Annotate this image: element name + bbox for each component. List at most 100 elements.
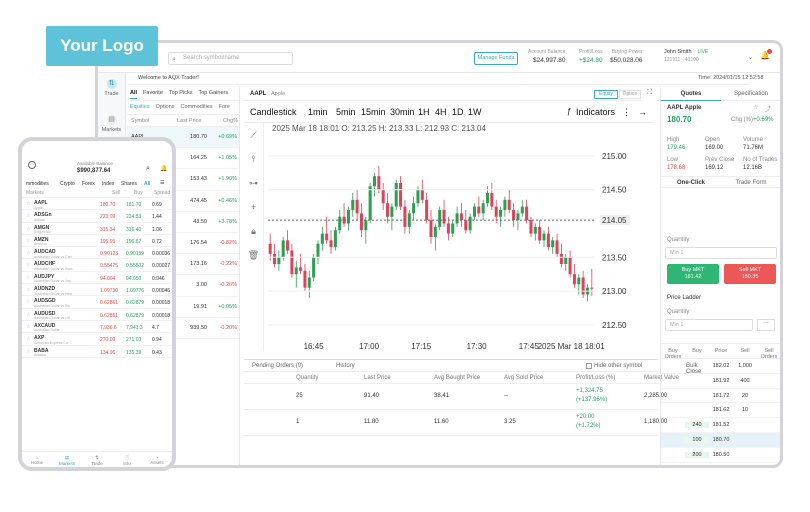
tab-top-picks[interactable]: Top Picks xyxy=(168,90,193,96)
more-options-icon[interactable]: ··· xyxy=(757,319,775,331)
nav-trade[interactable]: ⇅ Trade xyxy=(104,79,119,97)
candle-body[interactable] xyxy=(525,206,529,221)
candle-body[interactable] xyxy=(286,240,290,251)
star-icon[interactable]: ☆ xyxy=(26,336,31,343)
candle-body[interactable] xyxy=(503,199,507,210)
nav-home[interactable]: ⌂ Home xyxy=(30,455,43,465)
star-icon[interactable]: ☆ xyxy=(753,105,759,111)
candle-body[interactable] xyxy=(581,277,585,295)
search-icon[interactable]: ⌕ xyxy=(146,165,150,172)
interval-1w[interactable]: 1W xyxy=(468,107,482,117)
candle-body[interactable] xyxy=(520,206,524,214)
candle-body[interactable] xyxy=(359,213,363,231)
tab-all[interactable]: All xyxy=(144,181,151,187)
vertical-line-icon[interactable]: ⫯ xyxy=(251,154,256,164)
tab-one-click[interactable]: One-Click xyxy=(676,180,705,186)
nav-info[interactable]: ⓘ Info xyxy=(123,455,131,466)
tab-forex[interactable]: Forex xyxy=(82,181,95,187)
candle-body[interactable] xyxy=(268,243,272,254)
candlestick-chart[interactable]: 2025 Mar 18 18:01 O: 213.25 H: 213.33 L:… xyxy=(264,123,654,355)
mobile-market-row[interactable]: ☆ ADSGn Adidas 223.09 224.53 1.44 xyxy=(22,210,172,223)
mobile-market-row[interactable]: ☆ AXP American Express Co 270.09 271.03 0.94 xyxy=(22,333,172,346)
equity-toggle[interactable]: Equity xyxy=(594,90,618,99)
tab-trade-form[interactable]: Trade Form xyxy=(735,180,767,186)
candle-body[interactable] xyxy=(333,230,337,248)
mobile-market-row[interactable]: ☆ AUDUSD Australian Dollar vs US 0.62861 0.6… xyxy=(22,309,172,321)
tab-quotes[interactable]: Quotes xyxy=(661,91,721,101)
ladder-quantity-input[interactable]: Min 1 xyxy=(665,319,753,331)
candle-body[interactable] xyxy=(551,240,555,248)
interval-1min[interactable]: 1min xyxy=(308,107,328,117)
mobile-market-row[interactable]: ☆ AMGN Amgen Inc 315.34 316.40 1.06 xyxy=(22,223,172,235)
ladder-row[interactable]: 240 181.52 xyxy=(661,418,780,433)
star-icon[interactable]: ☆ xyxy=(26,287,31,294)
tab-forex[interactable]: Fore xyxy=(218,104,230,110)
candle-body[interactable] xyxy=(568,257,572,275)
interval-1d[interactable]: 1D xyxy=(452,107,464,117)
candle-body[interactable] xyxy=(381,189,385,204)
tab-specification[interactable]: Specification xyxy=(733,91,769,97)
star-icon[interactable]: ☆ xyxy=(26,299,31,306)
buy-mkt-button[interactable]: Buy MKT 181.42 xyxy=(667,264,719,284)
candle-body[interactable] xyxy=(438,209,442,227)
share-icon[interactable]: ⤴ xyxy=(765,107,772,113)
candle-body[interactable] xyxy=(420,189,424,200)
mobile-market-row[interactable]: ☆ AMZN Amazon 195.95 196.67 0.72 xyxy=(22,235,172,248)
candle-body[interactable] xyxy=(390,206,394,217)
candle-body[interactable] xyxy=(299,267,303,271)
candle-body[interactable] xyxy=(477,206,481,214)
candle-body[interactable] xyxy=(494,206,498,217)
candle-body[interactable] xyxy=(538,226,542,241)
star-icon[interactable]: ☆ xyxy=(26,262,31,269)
candle-body[interactable] xyxy=(512,209,516,221)
candle-body[interactable] xyxy=(386,203,390,217)
candle-body[interactable] xyxy=(372,176,377,187)
option-toggle[interactable]: Option xyxy=(619,90,641,99)
nav-trade[interactable]: ⇅ Trade xyxy=(91,455,103,466)
tab-all[interactable]: All xyxy=(130,90,138,99)
watchlist-row[interactable]: 474.45 +0.46% xyxy=(127,191,239,212)
candle-body[interactable] xyxy=(394,182,398,207)
candle-body[interactable] xyxy=(433,226,437,237)
mobile-market-row[interactable]: ☆ AAPL Apple 180.70 181.70 0.69 xyxy=(22,198,172,211)
interval-5min[interactable]: 5min xyxy=(336,107,356,117)
ladder-row[interactable]: 181.62 10 xyxy=(661,403,780,419)
watchlist-row[interactable]: 43.50 +3.78% xyxy=(127,212,239,233)
tab-pending-orders[interactable]: Pending Orders (0) xyxy=(252,363,304,369)
watchlist-row[interactable]: 164.25 +1.05% xyxy=(127,148,239,170)
candle-body[interactable] xyxy=(351,199,355,210)
candle-body[interactable] xyxy=(555,240,559,254)
tab-crypto[interactable]: Crypto xyxy=(60,181,75,187)
more-icon[interactable]: ⋮ xyxy=(622,107,631,117)
star-icon[interactable]: ☆ xyxy=(26,213,31,220)
tab-equities[interactable]: Equities xyxy=(130,104,150,110)
candle-body[interactable] xyxy=(316,243,320,258)
candle-body[interactable] xyxy=(364,220,368,231)
nav-assets[interactable]: ◔ Assets xyxy=(150,455,164,465)
candle-body[interactable] xyxy=(416,189,420,204)
avatar[interactable] xyxy=(28,161,36,169)
candle-body[interactable] xyxy=(507,199,511,210)
tab-commodities[interactable]: mmodities xyxy=(26,181,49,187)
mobile-market-row[interactable]: ☆ AUDCHF Australian Dollar vs Swis 0.55475 0… xyxy=(22,259,172,272)
watchlist-row[interactable]: 19.91 +0.05% xyxy=(127,297,239,318)
star-icon[interactable]: ☆ xyxy=(26,250,31,257)
star-icon[interactable]: ☆ xyxy=(26,225,31,232)
bell-icon[interactable]: 🔔 xyxy=(160,166,168,172)
mobile-market-row[interactable]: ☆ AXCAUD Australian Dollar 7,936.6 7,941.3 4.… xyxy=(22,321,172,334)
mobile-market-row[interactable]: ☆ AUDNZD Australian Dollar vs New 1.09730 1.… xyxy=(22,284,172,297)
mobile-market-row[interactable]: ☆ BABA Alibaba 134.96 135.39 0.43 xyxy=(22,346,172,358)
star-icon[interactable]: ☆ xyxy=(26,311,31,318)
candle-body[interactable] xyxy=(425,199,429,221)
position-row[interactable]: 25 91.40 38.41 -- +1,324.75 (+137.96%) 2,285.0… xyxy=(244,384,667,410)
candle-body[interactable] xyxy=(490,193,494,207)
tab-index[interactable]: Index xyxy=(102,181,115,187)
star-icon[interactable]: ☆ xyxy=(26,201,31,207)
candle-body[interactable] xyxy=(459,213,463,221)
chevron-down-icon[interactable]: ⌄ xyxy=(748,55,754,61)
watchlist-row[interactable]: 939.50 -0.20% xyxy=(127,318,239,339)
trendline-icon[interactable]: ⟋ xyxy=(250,130,257,140)
tab-top-gainers[interactable]: Top Gainers xyxy=(198,90,229,96)
candle-body[interactable] xyxy=(307,277,311,288)
